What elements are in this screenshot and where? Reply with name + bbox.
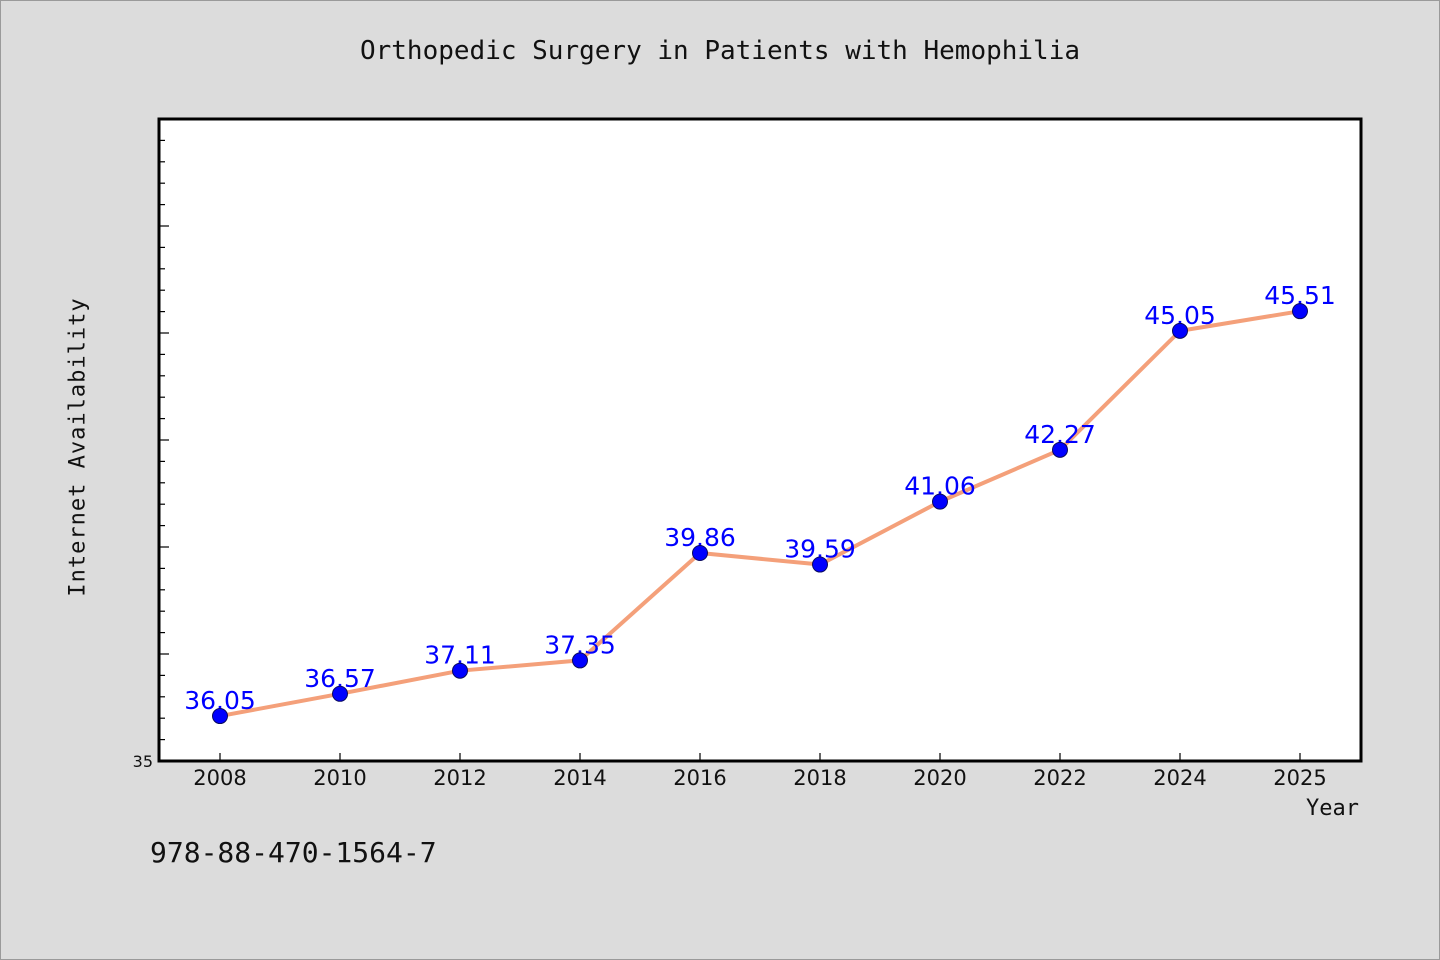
data-point (692, 544, 708, 561)
x-tick-label: 2008 (193, 766, 246, 790)
x-tick-label: 2022 (1033, 766, 1086, 790)
x-tick-label: 2014 (553, 766, 606, 790)
x-tick-label: 2024 (1153, 766, 1206, 790)
series-line (218, 309, 1302, 719)
data-point (1172, 322, 1188, 339)
x-tick-label: 2020 (913, 766, 966, 790)
isbn-code: 978-88-470-1564-7 (150, 836, 437, 869)
data-point (1292, 303, 1308, 320)
data-point (1052, 441, 1068, 458)
data-point (212, 708, 228, 725)
data-point (812, 556, 828, 573)
x-axis-label: Year (1306, 796, 1359, 821)
data-point (332, 685, 348, 702)
x-tick-label: 2010 (313, 766, 366, 790)
x-tick-label: 2012 (433, 766, 486, 790)
data-point (452, 662, 468, 679)
x-axis-ticks: 2008 2010 2012 2014 2016 2018 2020 2022 2024 2025 (193, 753, 1327, 790)
chart-title: Orthopedic Surgery in Patients with Hemo… (359, 36, 1081, 66)
data-point (932, 493, 948, 510)
y-tick-label: 35 (133, 752, 153, 771)
x-tick-label: 2016 (673, 766, 726, 790)
data-point (572, 652, 588, 669)
y-axis-ticks: 35 (133, 139, 169, 771)
plot-area (157, 117, 1363, 763)
x-tick-label: 2025 (1273, 766, 1326, 790)
x-tick-label: 2018 (793, 766, 846, 790)
